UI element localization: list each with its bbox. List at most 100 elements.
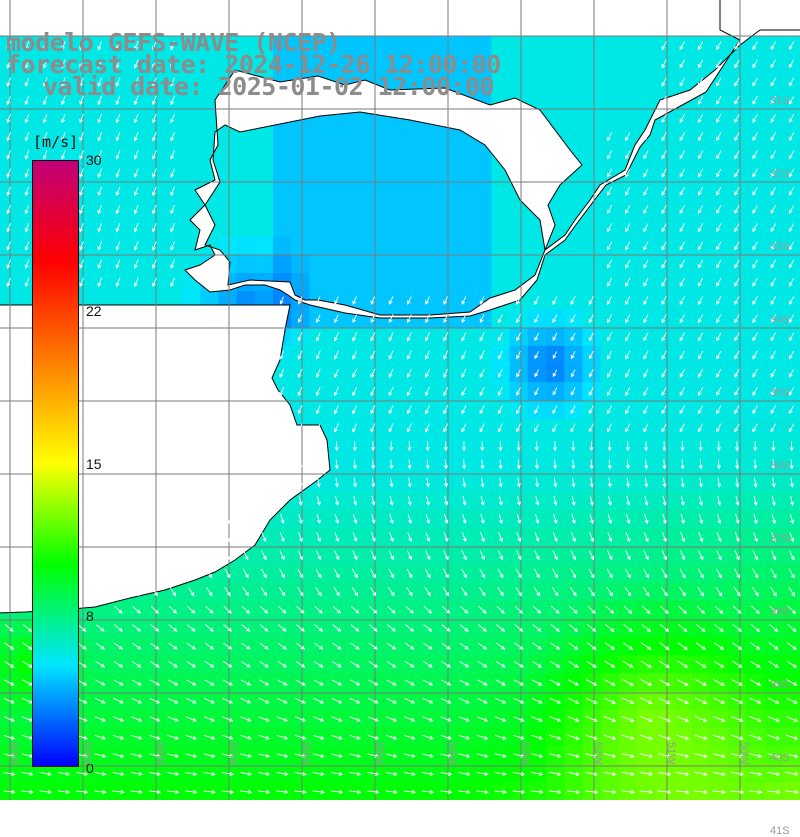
wind-arrow xyxy=(130,789,144,795)
wind-arrow xyxy=(370,532,376,543)
wind-arrow xyxy=(697,295,704,306)
field-cell xyxy=(764,182,784,201)
wind-arrow xyxy=(497,350,503,360)
field-cell xyxy=(728,364,747,383)
field-cell xyxy=(637,254,656,274)
field-cell xyxy=(109,218,128,238)
wind-arrow xyxy=(494,753,507,758)
wind-arrow xyxy=(679,386,685,397)
colorbar-unit: [m/s] xyxy=(33,133,79,151)
field-cell xyxy=(728,327,747,347)
wind-arrow xyxy=(131,661,142,668)
field-cell xyxy=(637,163,656,183)
wind-arrow xyxy=(149,679,161,686)
wind-arrow xyxy=(239,771,253,776)
wind-arrow xyxy=(606,241,613,251)
field-cell xyxy=(546,91,565,110)
field-cell xyxy=(655,327,674,347)
wind-arrow xyxy=(532,605,542,614)
field-cell xyxy=(327,327,347,347)
wind-arrow xyxy=(203,771,216,776)
field-cell xyxy=(436,418,456,438)
wind-arrow xyxy=(731,716,744,722)
wind-arrow xyxy=(350,624,360,632)
wind-arrow xyxy=(735,477,740,488)
wind-arrow xyxy=(513,679,525,686)
field-cell xyxy=(600,364,620,383)
wind-arrow xyxy=(625,223,631,233)
field-cell xyxy=(491,364,511,383)
wind-arrow xyxy=(567,734,580,740)
wind-arrow xyxy=(259,661,269,668)
field-cell xyxy=(163,36,183,56)
field-cell xyxy=(691,236,711,256)
wind-arrow xyxy=(752,41,758,51)
wind-arrow xyxy=(716,186,722,196)
wind-arrow xyxy=(787,623,797,632)
wind-arrow xyxy=(697,241,704,251)
wind-arrow xyxy=(332,624,342,632)
wind-arrow xyxy=(225,532,231,543)
wind-arrow xyxy=(697,204,704,215)
wind-arrow xyxy=(6,259,12,269)
wind-arrow xyxy=(662,513,667,525)
wind-arrow xyxy=(258,753,271,758)
wind-arrow xyxy=(113,661,124,668)
wind-arrow xyxy=(424,568,431,579)
field-cell xyxy=(400,327,420,347)
wind-arrow xyxy=(570,405,576,415)
wind-arrow xyxy=(42,113,48,124)
wind-arrow xyxy=(404,661,415,668)
wind-arrow xyxy=(698,441,703,452)
field-cell xyxy=(728,236,747,256)
field-cell xyxy=(582,254,602,274)
field-cell xyxy=(218,236,238,256)
wind-arrow xyxy=(734,95,740,105)
field-cell xyxy=(618,36,638,56)
field-cell xyxy=(182,54,201,74)
wind-arrow xyxy=(679,59,685,69)
wind-arrow xyxy=(553,441,558,452)
wind-arrow xyxy=(513,716,525,722)
wind-arrow xyxy=(661,314,667,324)
wind-arrow xyxy=(479,423,485,433)
wind-arrow xyxy=(676,679,689,686)
wind-arrow xyxy=(785,753,799,759)
wind-arrow xyxy=(730,753,745,759)
wind-arrow xyxy=(331,661,342,668)
wind-arrow xyxy=(733,586,741,597)
wind-arrow xyxy=(568,642,579,650)
wind-arrow xyxy=(294,734,307,740)
lon-label-59w: 59W xyxy=(81,742,93,765)
wind-arrow xyxy=(661,532,667,543)
wind-arrow xyxy=(24,77,30,87)
wind-arrow xyxy=(588,423,594,433)
wind-arrow xyxy=(133,277,139,288)
wind-arrow xyxy=(6,204,12,215)
wind-arrow xyxy=(279,332,285,342)
field-cell xyxy=(400,236,420,256)
wind-arrow xyxy=(585,789,599,795)
field-cell xyxy=(673,109,693,128)
field-cell xyxy=(345,254,365,274)
wind-arrow xyxy=(497,405,503,415)
wind-arrow xyxy=(352,332,358,342)
field-cell xyxy=(382,236,401,256)
wind-arrow xyxy=(770,150,776,160)
field-cell xyxy=(673,145,693,165)
wind-arrow xyxy=(680,441,685,452)
field-cell xyxy=(18,91,37,110)
wind-arrow xyxy=(131,679,142,686)
wind-arrow xyxy=(332,605,341,614)
wind-arrow xyxy=(495,642,506,650)
wind-arrow xyxy=(133,150,139,160)
wind-arrow xyxy=(788,168,795,178)
field-cell xyxy=(109,54,128,74)
wind-arrow xyxy=(606,368,613,378)
field-cell xyxy=(436,400,456,420)
wind-arrow xyxy=(789,459,794,470)
field-cell xyxy=(382,345,401,365)
wind-arrow xyxy=(697,186,704,196)
wind-arrow xyxy=(294,771,307,776)
wind-arrow xyxy=(24,168,30,178)
